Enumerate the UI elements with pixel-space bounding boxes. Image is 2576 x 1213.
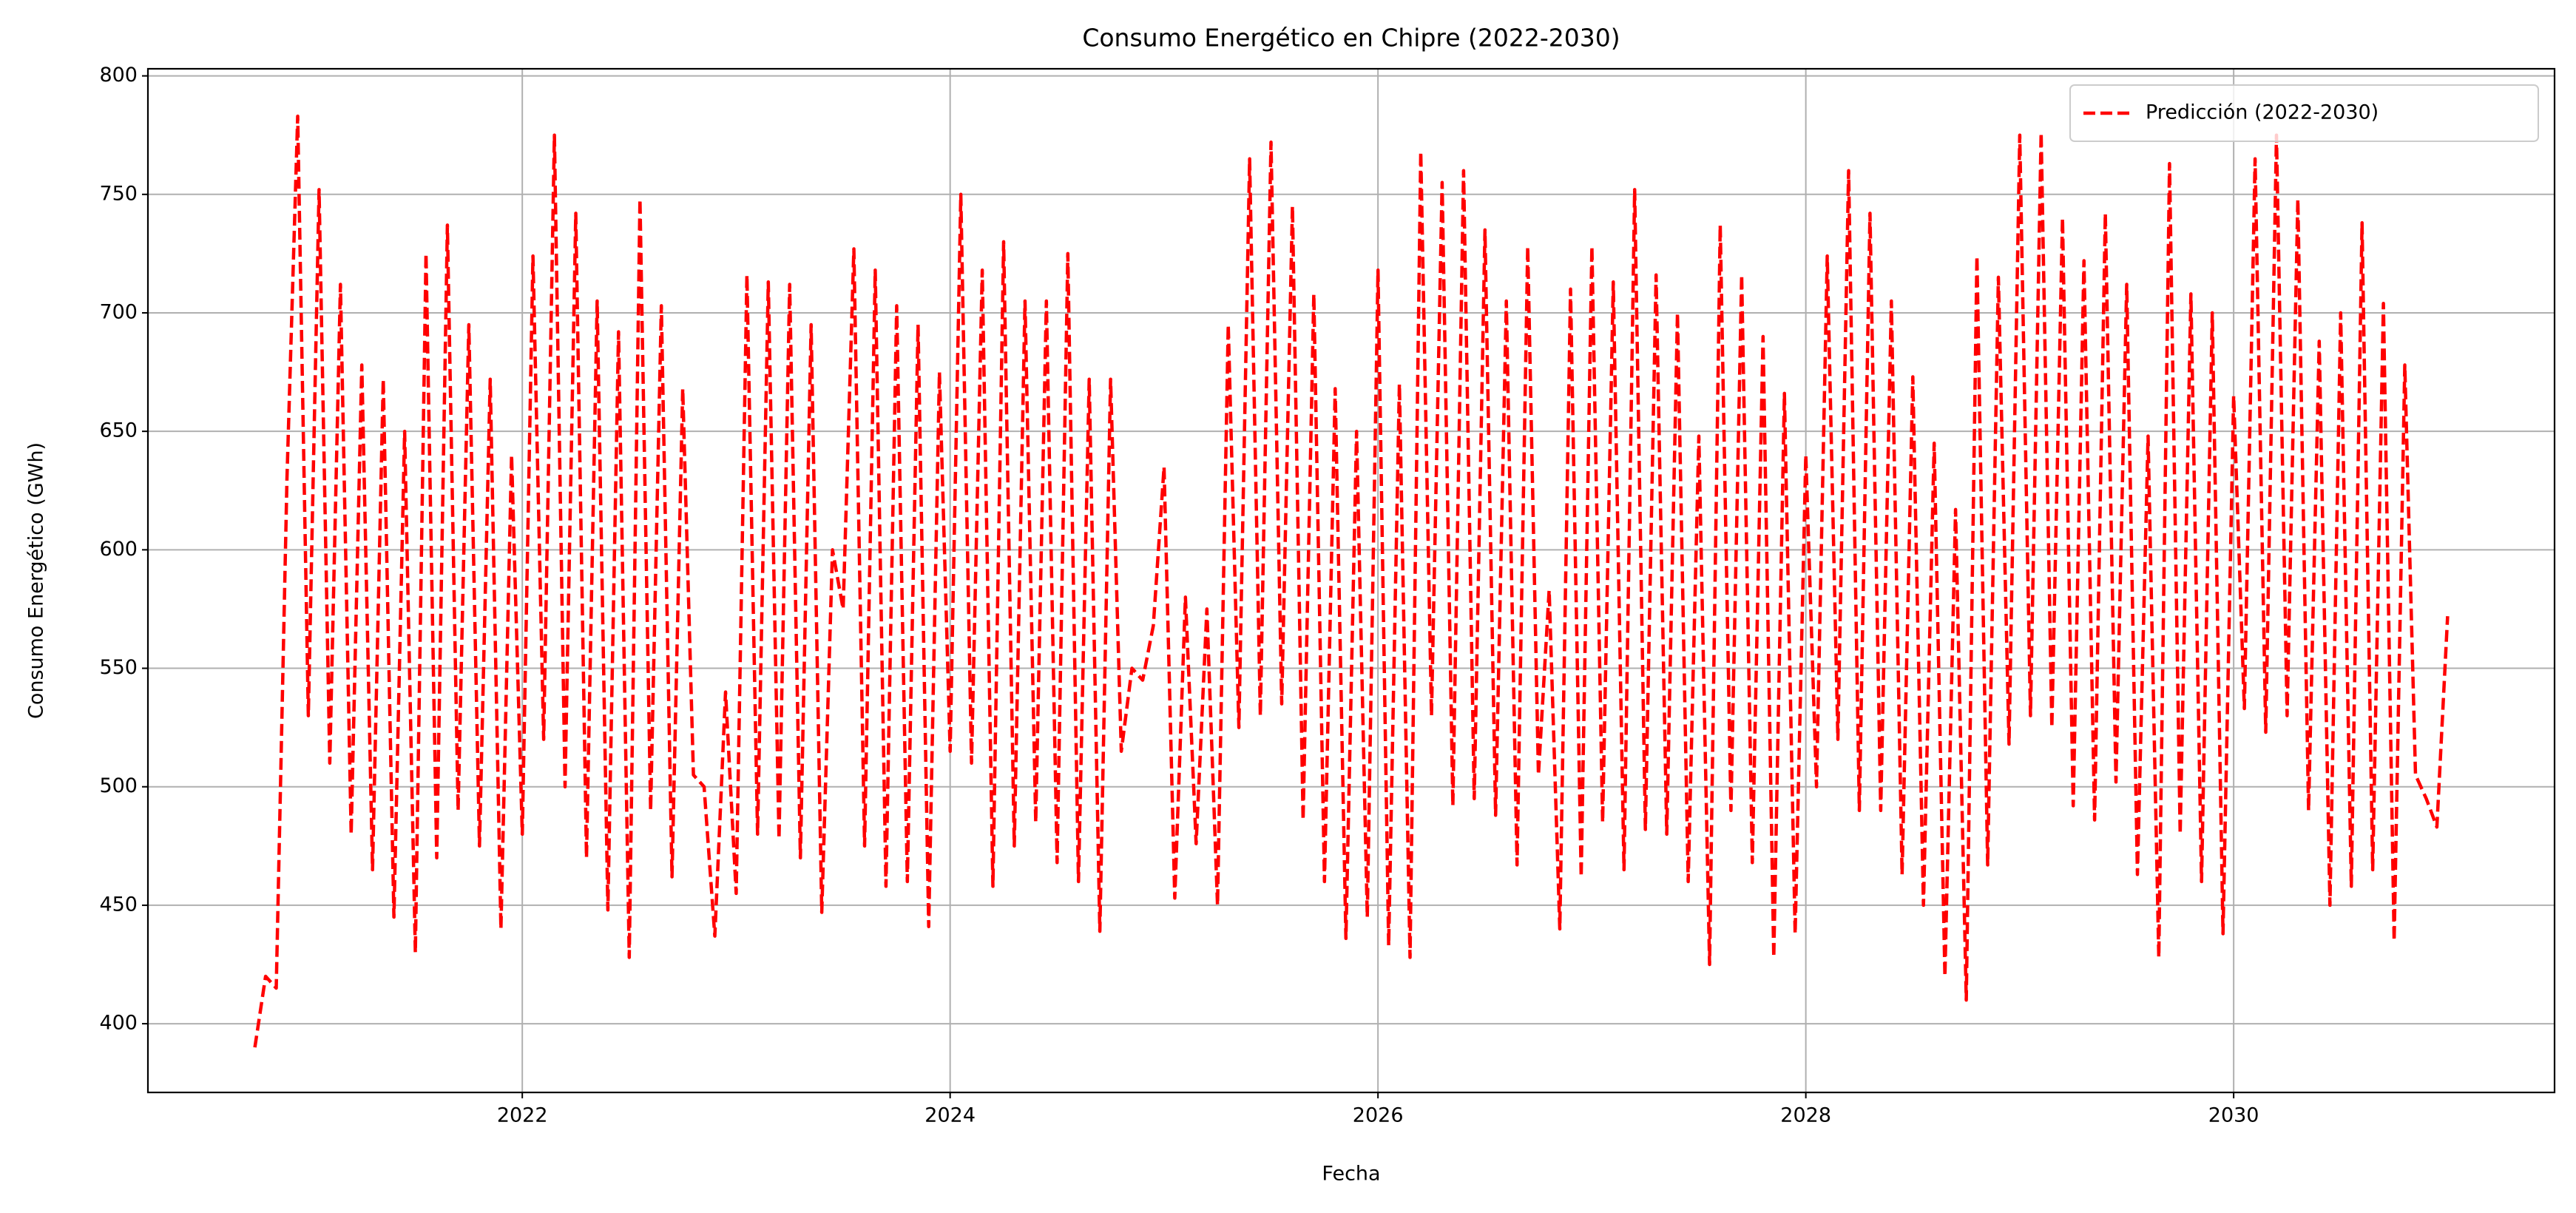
x-tick-label: 2028: [1780, 1104, 1831, 1127]
y-tick-label: 600: [99, 538, 138, 561]
x-tick-label: 2024: [924, 1104, 976, 1127]
y-tick-label: 800: [99, 64, 138, 87]
y-tick-label: 750: [99, 182, 138, 205]
legend: Predicción (2022-2030): [2069, 84, 2539, 142]
legend-label: Predicción (2022-2030): [2146, 101, 2379, 124]
y-tick-label: 500: [99, 774, 138, 797]
x-tick-label: 2026: [1353, 1104, 1404, 1127]
y-tick-label: 550: [99, 656, 138, 679]
series-line: [253, 114, 2450, 1048]
x-tick-label: 2022: [497, 1104, 548, 1127]
y-tick-label: 650: [99, 419, 138, 442]
chart-title: Consumo Energético en Chipre (2022-2030): [1082, 24, 1620, 53]
y-axis-label: Consumo Energético (GWh): [25, 442, 48, 719]
plot-frame: [146, 67, 2556, 1094]
legend-box: [2069, 84, 2539, 142]
y-tick-label: 450: [99, 893, 138, 916]
y-tick-label: 700: [99, 300, 138, 323]
y-tick-label: 400: [99, 1012, 138, 1035]
x-tick-label: 2030: [2208, 1104, 2259, 1127]
x-axis-label: Fecha: [1322, 1163, 1380, 1186]
